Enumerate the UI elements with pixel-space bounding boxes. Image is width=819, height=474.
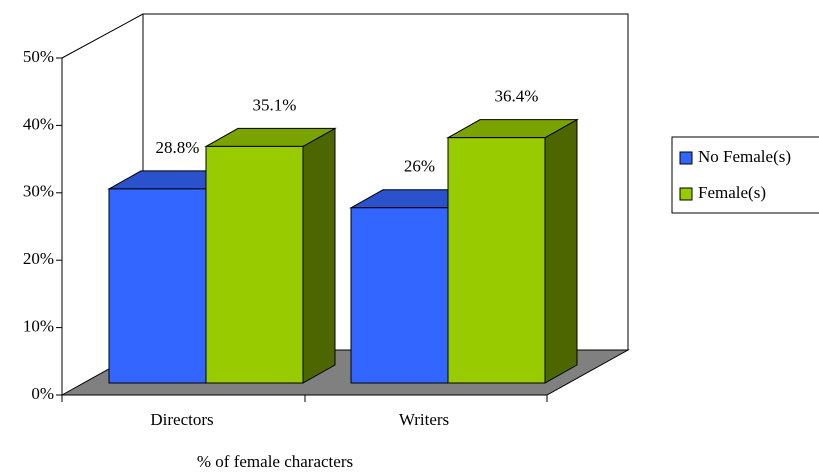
legend-label: Female(s) bbox=[698, 183, 766, 202]
y-tick-label: 10% bbox=[23, 317, 54, 336]
side-wall-edge bbox=[61, 13, 144, 59]
bar-side bbox=[544, 118, 578, 384]
legend-swatch bbox=[679, 151, 693, 165]
y-tick-label: 40% bbox=[23, 114, 54, 133]
x-tick-label: Directors bbox=[150, 410, 213, 429]
bar bbox=[108, 188, 207, 384]
y-tick-label: 30% bbox=[23, 182, 54, 201]
bar bbox=[447, 137, 546, 384]
bar bbox=[350, 207, 449, 384]
y-tick-label: 0% bbox=[31, 384, 54, 403]
data-label: 36.4% bbox=[495, 87, 539, 106]
legend bbox=[671, 136, 819, 214]
y-tick-label: 50% bbox=[23, 47, 54, 66]
bar-side bbox=[302, 127, 336, 384]
x-axis-label: % of female characters bbox=[197, 452, 353, 471]
x-tick-label: Writers bbox=[399, 410, 449, 429]
y-tick-label: 20% bbox=[23, 249, 54, 268]
data-label: 28.8% bbox=[156, 138, 200, 157]
data-label: 26% bbox=[404, 157, 435, 176]
bar bbox=[205, 145, 304, 384]
legend-label: No Female(s) bbox=[698, 147, 791, 166]
legend-swatch bbox=[679, 187, 693, 201]
data-label: 35.1% bbox=[253, 95, 297, 114]
